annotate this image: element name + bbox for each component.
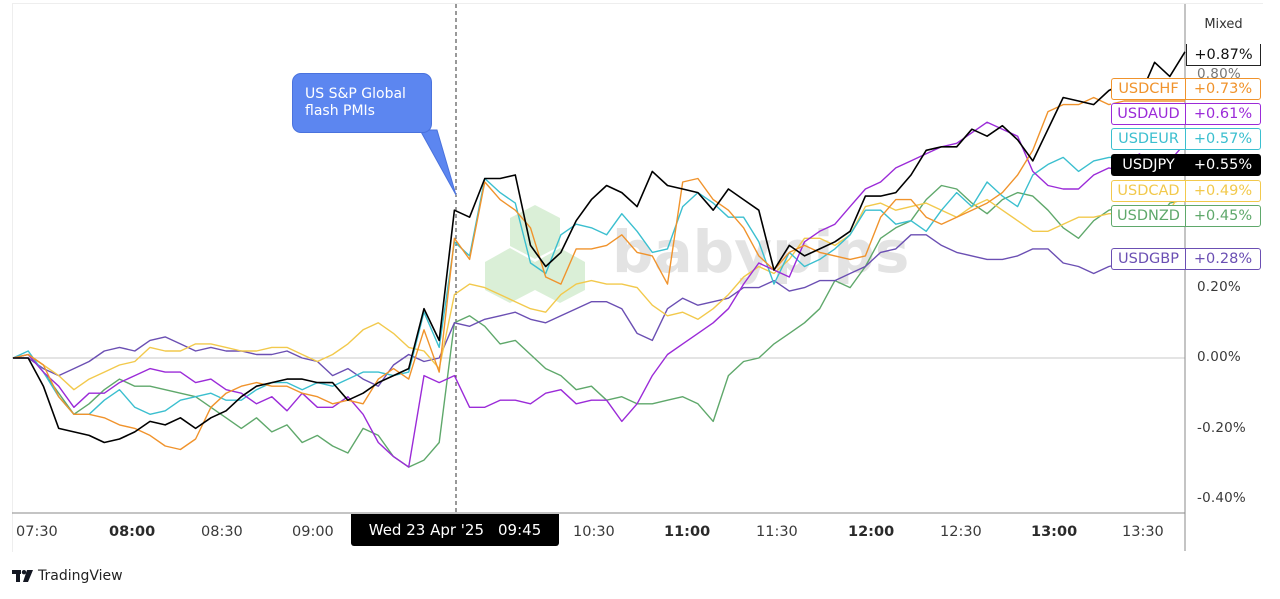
time-label-1230: 12:30 [940, 524, 982, 540]
time-label-0800: 08:00 [109, 524, 156, 540]
series-tag-usdaud[interactable]: USDAUD +0.61% [1111, 103, 1261, 125]
time-label-1100: 11:00 [664, 524, 711, 540]
series-tag-name: USDJPY [1111, 154, 1185, 176]
scale-mode-button[interactable]: Mixed [1204, 16, 1243, 32]
series-line-usdjpy[interactable] [13, 51, 1186, 444]
series-line-usdcad[interactable] [12, 185, 1186, 391]
series-tag-usdeur[interactable]: USDEUR +0.57% [1111, 128, 1261, 150]
series-tag-name: USDCAD [1111, 180, 1185, 202]
time-label-1300: 13:00 [1031, 524, 1078, 540]
time-label-0730: 07:30 [16, 524, 58, 540]
annotation-line1: US S&P Global [305, 86, 406, 102]
series-tag-usdcad[interactable]: USDCAD +0.49% [1111, 180, 1261, 202]
series-line-usdchf[interactable] [12, 96, 1185, 451]
time-label-1130: 11:30 [756, 524, 798, 540]
price-label-020: 0.20% [1197, 279, 1241, 295]
price-label-neg020: -0.20% [1197, 420, 1246, 436]
crosshair-time-label: Wed 23 Apr '25 09:45 [351, 514, 559, 546]
annotation-line2: flash PMIs [305, 103, 375, 119]
series-tag-usdchf[interactable]: USDCHF +0.73% [1111, 78, 1261, 100]
price-label-neg040: -0.40% [1197, 490, 1246, 506]
series-tag-value: +0.28% [1185, 248, 1261, 270]
series-line-usdgbp[interactable] [13, 234, 1185, 387]
series-tag-value: +0.49% [1185, 180, 1261, 202]
series-tag-value: +0.55% [1185, 154, 1261, 176]
time-label-1200: 12:00 [848, 524, 895, 540]
series-tag-name: USDAUD [1111, 103, 1185, 125]
series-line-usdnzd[interactable] [12, 184, 1186, 468]
time-label-1330: 13:30 [1122, 524, 1164, 540]
tradingview-logo-icon [12, 569, 33, 582]
series-tag-value: +0.57% [1185, 128, 1261, 150]
series-line-usdaud[interactable] [12, 121, 1186, 468]
babypips-watermark: babypips [485, 205, 909, 303]
last-value-usdjpy-top: +0.87% [1186, 44, 1261, 66]
time-label-0900: 09:00 [292, 524, 334, 540]
series-tag-name: USDCHF [1111, 78, 1185, 100]
tradingview-logo[interactable]: TradingView [12, 568, 123, 584]
price-label-000: 0.00% [1197, 349, 1241, 365]
callout-pointer [419, 129, 457, 196]
series-tag-value: +0.45% [1185, 205, 1261, 227]
series-tag-value: +0.61% [1185, 103, 1261, 125]
chart-frame [12, 3, 1263, 552]
series-tag-name: USDGBP [1111, 248, 1185, 270]
series-tag-usdgbp[interactable]: USDGBP +0.28% [1111, 248, 1261, 270]
series-tag-usdnzd[interactable]: USDNZD +0.45% [1111, 205, 1261, 227]
annotation-callout[interactable]: US S&P Global flash PMIs [292, 73, 432, 133]
series-line-usdeur[interactable] [12, 156, 1185, 415]
crosshair-time: 09:45 [498, 521, 542, 539]
crosshair-date: Wed 23 Apr '25 [368, 521, 485, 539]
time-label-1030: 10:30 [573, 524, 615, 540]
series-tag-name: USDNZD [1111, 205, 1185, 227]
time-label-0830: 08:30 [201, 524, 243, 540]
tradingview-brand-text: TradingView [38, 568, 123, 584]
series-lines [12, 51, 1186, 468]
series-tag-usdjpy[interactable]: USDJPY +0.55% [1111, 154, 1261, 176]
series-tag-value: +0.73% [1185, 78, 1261, 100]
series-tag-name: USDEUR [1111, 128, 1185, 150]
